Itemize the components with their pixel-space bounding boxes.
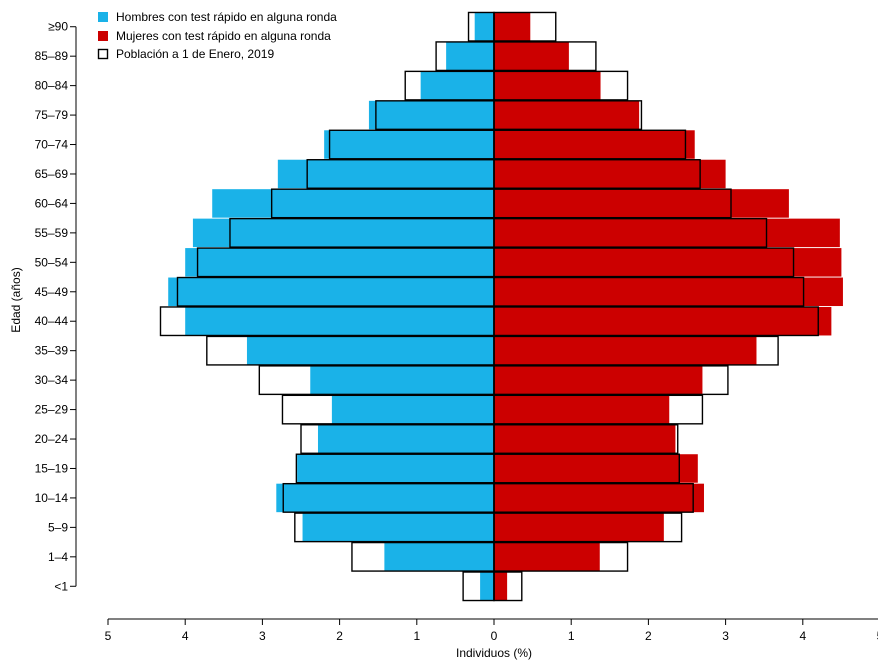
- x-tick-label-2: 3: [259, 629, 266, 643]
- bar-men-16: [368, 100, 494, 130]
- x-tick-label-0: 5: [105, 629, 112, 643]
- bar-men-3: [276, 483, 494, 513]
- x-tick-label-5: 0: [491, 629, 498, 643]
- x-tick-label-10: 5: [877, 629, 878, 643]
- x-tick-label-6: 1: [568, 629, 575, 643]
- y-axis-title: Edad (años): [9, 267, 23, 332]
- x-axis-title: Individuos (%): [456, 646, 532, 660]
- x-tick-label-8: 3: [722, 629, 729, 643]
- bar-women-2: [494, 513, 664, 542]
- y-tick-label-17: 80–84: [35, 79, 69, 93]
- bar-men-0: [480, 572, 494, 601]
- bar-men-2: [302, 513, 494, 542]
- x-tick-label-4: 1: [413, 629, 420, 643]
- y-tick-label-14: 65–69: [35, 167, 69, 181]
- bar-men-9: [185, 306, 494, 336]
- y-tick-label-9: 40–44: [35, 314, 69, 328]
- bar-women-3: [494, 483, 704, 513]
- y-tick-label-19: ≥90: [48, 20, 68, 34]
- bar-women-1: [494, 542, 600, 572]
- legend-swatch-2: [97, 48, 109, 60]
- legend-label-1: Mujeres con test rápido en alguna ronda: [116, 29, 331, 43]
- y-tick-label-12: 55–59: [35, 226, 69, 240]
- bar-women-15: [494, 130, 695, 159]
- filled-bars-layer: [168, 12, 843, 601]
- y-tick-label-15: 70–74: [35, 138, 69, 152]
- bar-women-0: [494, 572, 508, 601]
- legend-swatch-1: [98, 31, 108, 41]
- bar-men-4: [297, 454, 494, 483]
- legend: Hombres con test rápido en alguna ronda M…: [97, 10, 337, 61]
- y-tick-label-3: 10–14: [35, 491, 69, 505]
- legend-swatch-0: [98, 12, 108, 22]
- legend-label-0: Hombres con test rápido en alguna ronda: [116, 10, 337, 24]
- bar-men-15: [324, 130, 494, 159]
- bar-women-4: [494, 454, 698, 483]
- bar-men-6: [331, 395, 494, 424]
- bar-women-14: [494, 159, 726, 189]
- bar-women-11: [494, 248, 842, 277]
- bar-men-5: [317, 424, 494, 454]
- bar-women-16: [494, 100, 640, 130]
- axes-layer: <11–45–910–1415–1920–2425–2930–3435–3940…: [9, 20, 878, 660]
- outline-bars-layer: [159, 11, 819, 602]
- bar-women-9: [494, 306, 832, 336]
- bar-men-18: [446, 41, 494, 71]
- y-tick-label-10: 45–49: [35, 285, 69, 299]
- y-tick-label-6: 25–29: [35, 403, 69, 417]
- bar-men-8: [246, 336, 494, 365]
- x-tick-label-9: 4: [799, 629, 806, 643]
- legend-label-2: Población a 1 de Enero, 2019: [116, 47, 274, 61]
- y-tick-label-0: <1: [54, 579, 68, 593]
- bar-women-17: [494, 71, 601, 100]
- bar-men-1: [384, 542, 494, 572]
- bar-women-18: [494, 41, 569, 71]
- y-tick-label-13: 60–64: [35, 196, 69, 210]
- bar-women-10: [494, 277, 843, 307]
- bar-men-10: [168, 277, 494, 307]
- y-tick-label-5: 20–24: [35, 432, 69, 446]
- bar-women-7: [494, 365, 703, 395]
- bar-women-12: [494, 218, 840, 248]
- bar-women-6: [494, 395, 670, 424]
- y-tick-label-2: 5–9: [48, 520, 68, 534]
- bar-women-19: [494, 12, 531, 41]
- bar-men-17: [420, 71, 494, 100]
- bar-men-12: [192, 218, 495, 248]
- x-tick-label-7: 2: [645, 629, 652, 643]
- bar-men-11: [185, 248, 494, 277]
- bar-men-19: [474, 12, 494, 41]
- y-tick-label-1: 1–4: [48, 550, 68, 564]
- bar-men-7: [310, 365, 494, 395]
- bar-women-5: [494, 424, 676, 454]
- y-tick-label-8: 35–39: [35, 344, 69, 358]
- x-tick-label-1: 4: [182, 629, 189, 643]
- y-tick-label-11: 50–54: [35, 255, 69, 269]
- x-tick-label-3: 2: [336, 629, 343, 643]
- y-tick-label-18: 85–89: [35, 49, 69, 63]
- y-tick-label-16: 75–79: [35, 108, 69, 122]
- bar-women-8: [494, 336, 757, 365]
- bar-men-13: [212, 189, 494, 218]
- y-tick-label-7: 30–34: [35, 373, 69, 387]
- bar-men-14: [277, 159, 494, 189]
- y-tick-label-4: 15–19: [35, 461, 69, 475]
- bar-women-13: [494, 189, 789, 218]
